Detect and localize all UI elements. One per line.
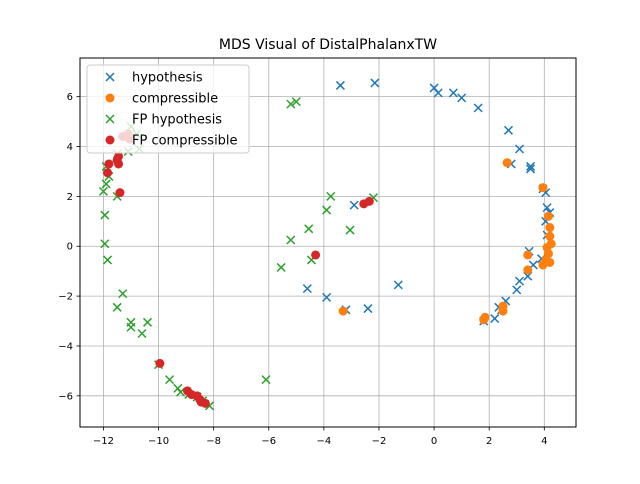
- hypothesis-point: [490, 314, 500, 324]
- legend: hypothesis compressible FP hypothesis FP co…: [86, 64, 250, 154]
- hypothesis-point: [349, 200, 359, 210]
- x-tick-label: −12: [93, 436, 114, 447]
- fp-hypothesis-point: [101, 179, 111, 189]
- fp-hypothesis-point: [103, 255, 113, 265]
- hypothesis-point: [526, 161, 536, 171]
- y-tick-label: −4: [58, 341, 73, 352]
- chart-title: MDS Visual of DistalPhalanxTW: [219, 37, 437, 53]
- x-tick-label: −10: [148, 436, 169, 447]
- legend-marker-fp-hypothesis: [105, 114, 115, 124]
- x-tick-label: 4: [541, 436, 547, 447]
- x-tick-label: −8: [206, 436, 221, 447]
- fp-hypothesis-point: [100, 210, 110, 220]
- x-tick-label: −2: [372, 436, 387, 447]
- fp-hypothesis-point: [304, 224, 314, 234]
- fp-hypothesis-point: [112, 302, 122, 312]
- fp-hypothesis-point: [142, 317, 153, 327]
- x-tick-label: 2: [486, 436, 492, 447]
- fp-compressible-point: [114, 159, 124, 169]
- legend-label-hypothesis: hypothesis: [132, 71, 203, 86]
- hypothesis-point: [514, 276, 525, 286]
- hypothesis-point: [457, 93, 467, 103]
- hypothesis-point: [473, 103, 483, 113]
- fp-compressible-point: [155, 358, 165, 368]
- series-compressible: [338, 158, 556, 325]
- x-tick-label: −4: [316, 436, 331, 447]
- legend-label-compressible: compressible: [132, 92, 218, 107]
- y-tick-label: 0: [67, 242, 73, 253]
- compressible-point: [543, 211, 553, 221]
- legend-marker-fp-compressible: [105, 135, 115, 145]
- fp-compressible-point: [115, 188, 125, 198]
- y-tick-label: −6: [58, 391, 73, 402]
- fp-hypothesis-point: [322, 205, 332, 215]
- hypothesis-point: [393, 280, 403, 290]
- compressible-point: [538, 260, 548, 270]
- axes-frame: [79, 57, 577, 428]
- fp-hypothesis-point: [291, 97, 301, 107]
- hypothesis-point: [335, 80, 345, 90]
- hypothesis-point: [302, 284, 312, 294]
- fp-compressible-point: [103, 168, 113, 178]
- fp-compressible-point: [311, 250, 321, 260]
- hypothesis-point: [503, 125, 514, 135]
- fp-hypothesis-point: [345, 225, 355, 235]
- compressible-point: [498, 306, 508, 316]
- legend-box: [86, 64, 250, 154]
- fp-compressible-point: [364, 196, 374, 206]
- compressible-point: [523, 250, 533, 260]
- fp-hypothesis-point: [286, 99, 296, 109]
- y-tick-label: 6: [67, 92, 73, 103]
- fp-hypothesis-point: [98, 186, 108, 196]
- fp-hypothesis-point: [261, 375, 271, 385]
- compressible-point: [523, 265, 533, 275]
- fp-hypothesis-point: [286, 235, 296, 245]
- fp-hypothesis-point: [100, 239, 110, 249]
- legend-label-fp-compressible: FP compressible: [132, 134, 238, 149]
- compressible-point: [538, 183, 548, 193]
- hypothesis-point: [542, 203, 552, 213]
- axis-ticks: −12 −10 −8 −6 −4 −2 0 2 4 −6 −4 −2 0 2 4 6: [58, 92, 547, 447]
- fp-compressible-point: [104, 159, 114, 169]
- fp-hypothesis-point: [165, 375, 175, 385]
- x-tick-label: 0: [431, 436, 437, 447]
- hypothesis-point: [514, 144, 525, 154]
- hypothesis-point: [512, 285, 522, 295]
- fp-hypothesis-point: [137, 328, 147, 339]
- compressible-point: [502, 158, 512, 168]
- y-tick-label: 4: [67, 142, 73, 153]
- hypothesis-point: [433, 88, 443, 98]
- series-hypothesis: [302, 78, 555, 326]
- legend-label-fp-hypothesis: FP hypothesis: [132, 113, 222, 128]
- legend-marker-hypothesis: [105, 72, 115, 82]
- fp-hypothesis-point: [126, 322, 136, 332]
- hypothesis-point: [322, 292, 332, 302]
- fp-compressible-point: [200, 398, 210, 408]
- legend-marker-compressible: [105, 93, 115, 103]
- compressible-point: [545, 257, 555, 267]
- hypothesis-point: [370, 78, 380, 88]
- hypothesis-point: [448, 88, 458, 98]
- fp-hypothesis-point: [118, 289, 128, 299]
- compressible-point: [338, 306, 348, 316]
- y-tick-label: 2: [67, 192, 73, 203]
- fp-hypothesis-point: [326, 191, 336, 201]
- fp-hypothesis-point: [276, 262, 286, 272]
- y-tick-label: −2: [58, 292, 73, 303]
- compressible-point: [545, 231, 555, 241]
- series-fp-compressible: [103, 129, 374, 408]
- x-tick-label: −6: [261, 436, 276, 447]
- compressible-point: [545, 223, 555, 233]
- compressible-point: [479, 315, 489, 325]
- hypothesis-point: [363, 304, 373, 314]
- hypothesis-point: [526, 164, 536, 174]
